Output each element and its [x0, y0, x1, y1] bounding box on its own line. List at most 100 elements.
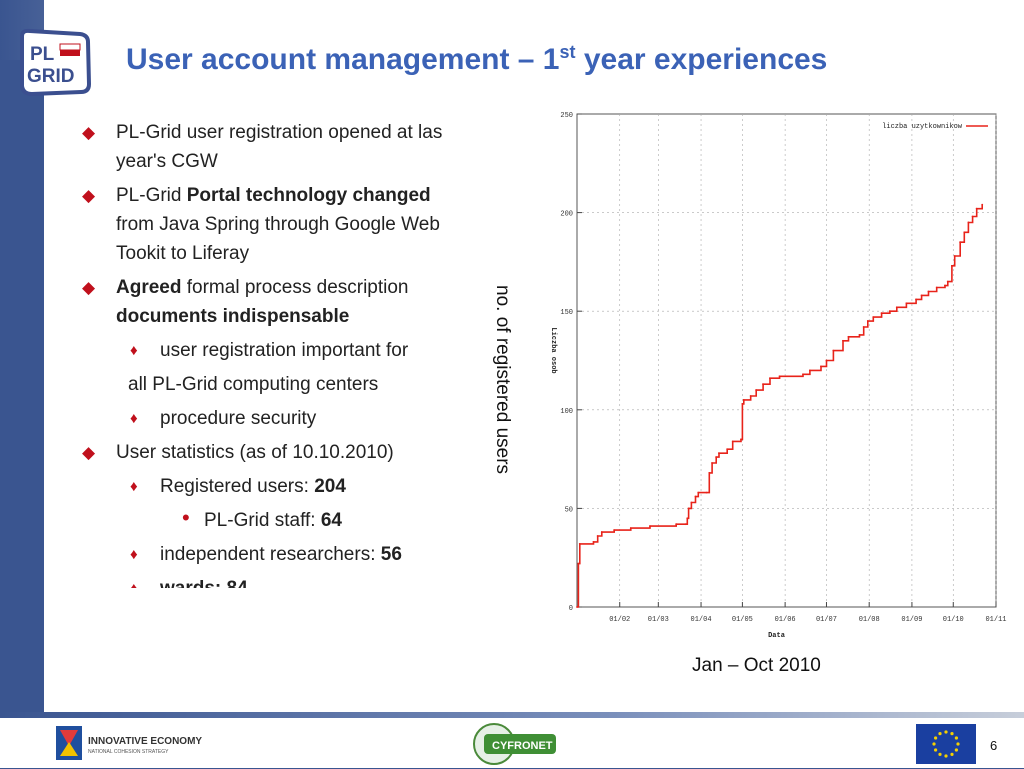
y-tick-label: 150 — [560, 309, 573, 317]
sub-bullet-text: Registered users: — [160, 476, 315, 497]
ie-subtitle: NATIONAL COHESION STRATEGY — [88, 749, 169, 755]
pl-grid-logo: PL GRID — [20, 28, 92, 97]
data-point — [577, 562, 580, 565]
data-point — [963, 231, 966, 234]
x-tick-label: 01/04 — [691, 616, 712, 624]
page-number: 6 — [990, 738, 998, 753]
bullet-agreed-process: ◆ Agreed formal process description docu… — [82, 273, 512, 331]
y-tick-label: 250 — [560, 112, 573, 120]
diamond-bullet-icon: ◆ — [82, 123, 96, 142]
bullet-text: PL-Grid — [116, 185, 187, 206]
data-point — [809, 369, 811, 372]
registered-users-count: 204 — [314, 476, 346, 497]
x-tick-label: 01/08 — [859, 616, 880, 624]
data-point — [946, 280, 949, 283]
x-tick-label: 01/11 — [985, 616, 1006, 624]
x-axis-label: Data — [768, 632, 786, 640]
cyfronet-logo: CYFRONET — [473, 723, 556, 765]
logo-text-pl: PL — [30, 44, 55, 65]
data-point — [731, 440, 734, 443]
small-diamond-bullet-icon: ♦ — [130, 410, 138, 427]
small-diamond-bullet-icon: ♦ — [130, 342, 138, 359]
eu-star — [934, 736, 938, 740]
eu-star — [944, 754, 948, 758]
data-point — [613, 529, 616, 531]
bullet-registration: ◆ PL-Grid user registration opened at la… — [82, 118, 512, 176]
chart-caption: Jan – Oct 2010 — [692, 655, 821, 676]
sub-bullet-text: PL-Grid staff: — [204, 510, 321, 531]
x-tick-label: 01/09 — [901, 616, 922, 624]
data-point — [749, 395, 752, 397]
data-point — [847, 335, 850, 338]
data-point — [649, 525, 651, 528]
sub-bullet-registration-important: ♦ user registration important for — [82, 336, 512, 365]
data-point — [578, 542, 581, 545]
data-point — [592, 541, 595, 543]
eu-star — [956, 742, 960, 746]
eu-star — [938, 752, 942, 756]
data-point — [981, 203, 984, 206]
data-point — [741, 402, 744, 405]
data-point — [927, 290, 930, 293]
y-axis-label: Liczba osob — [549, 327, 557, 373]
diamond-bullet-icon: ◆ — [82, 278, 96, 297]
bullet-text: formal process description — [181, 277, 409, 298]
small-diamond-bullet-icon: ♦ — [130, 478, 138, 495]
data-point — [858, 333, 861, 336]
data-point — [726, 448, 729, 451]
data-point — [862, 326, 865, 328]
sub-sub-bullet-staff: • PL-Grid staff: 64 — [82, 505, 512, 535]
x-tick-label: 01/05 — [732, 616, 753, 624]
data-point — [690, 501, 693, 504]
data-point — [820, 365, 822, 368]
data-point — [975, 207, 978, 210]
data-point — [705, 491, 708, 494]
diamond-bullet-icon: ◆ — [82, 186, 96, 205]
small-diamond-bullet-icon: ♦ — [130, 546, 138, 563]
x-tick-label: 01/10 — [943, 616, 964, 624]
diamond-bullet-icon: ◆ — [82, 443, 96, 462]
wards-count: wards: 84 — [160, 578, 248, 588]
eu-star — [954, 736, 958, 740]
bullet-text: from Java Spring through Google Web — [116, 214, 440, 235]
slide-title: User account management – 1st year exper… — [126, 42, 827, 77]
data-point — [576, 606, 578, 608]
sub-bullet-procedure-security: ♦ procedure security — [82, 404, 512, 433]
eu-star — [938, 732, 942, 736]
data-point — [755, 389, 758, 391]
data-point — [920, 294, 923, 297]
data-point — [971, 215, 974, 218]
data-point — [778, 375, 781, 378]
eu-star — [934, 748, 938, 752]
eu-flag — [916, 724, 976, 764]
data-point — [718, 452, 720, 455]
data-point — [711, 462, 713, 464]
data-point — [684, 523, 687, 526]
eu-star — [932, 742, 936, 746]
data-point — [694, 495, 697, 498]
data-point — [762, 383, 764, 386]
data-point — [715, 456, 718, 459]
data-point — [596, 535, 599, 537]
sub-bullet-wards: ♦ wards: 84 — [82, 574, 512, 588]
innovative-economy-logo: INNOVATIVE ECONOMY NATIONAL COHESION STR… — [56, 726, 202, 760]
bullet-bold-text: documents indispensable — [116, 306, 350, 327]
bullet-bold-text: Portal technology changed — [186, 185, 431, 206]
data-point — [740, 438, 742, 441]
y-tick-label: 200 — [560, 211, 573, 219]
data-point — [687, 507, 690, 510]
user-growth-chart: 0 50 100 150 200 250 01/02 01/03 01/04 01/05 01/06… — [549, 112, 1007, 640]
bullet-text: Tookit to Liferay — [116, 243, 250, 264]
bullet-text: PL-Grid user registration opened at las — [116, 122, 443, 143]
y-tick-label: 100 — [560, 408, 573, 416]
data-point — [959, 241, 962, 244]
data-point — [950, 264, 953, 267]
bullet-text: year's CGW — [116, 151, 218, 172]
sub-bullet-text: procedure security — [160, 408, 317, 429]
y-tick-label: 50 — [565, 506, 573, 514]
data-point — [697, 491, 700, 494]
data-point — [742, 399, 745, 401]
bullet-list: ◆ PL-Grid user registration opened at la… — [82, 118, 512, 588]
data-point — [944, 284, 946, 287]
legend-label: liczba uzytkownikow — [882, 123, 963, 131]
